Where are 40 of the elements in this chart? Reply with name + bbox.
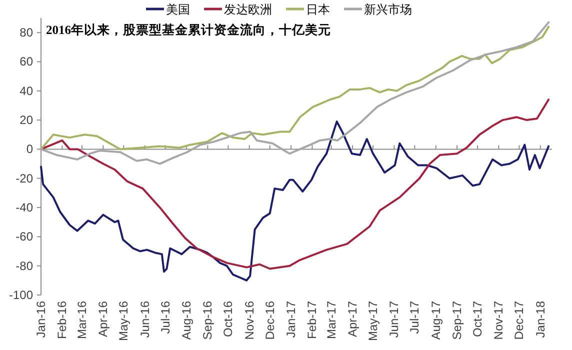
y-tick-label: 0 bbox=[26, 142, 34, 156]
x-tick-label: Mar-16 bbox=[74, 300, 89, 340]
x-tick-label: Nov-17 bbox=[492, 300, 506, 340]
x-tick-label: May-16 bbox=[116, 300, 131, 342]
y-tick-label: -40 bbox=[16, 200, 34, 215]
x-tick-label: Oct-16 bbox=[221, 300, 236, 338]
y-tick-label: -60 bbox=[16, 230, 34, 244]
legend-label: 新兴市场 bbox=[364, 2, 412, 16]
x-tick-label: Nov-16 bbox=[242, 300, 256, 340]
x-tick-label: Aug-17 bbox=[428, 300, 443, 340]
x-tick-label: Sep-16 bbox=[200, 300, 215, 340]
legend-label: 美国 bbox=[166, 2, 190, 16]
y-tick-label: -100 bbox=[8, 288, 34, 302]
chart-title: 2016年以来，股票型基金累计资金流向，十亿美元 bbox=[46, 22, 331, 37]
y-tick-label: 60 bbox=[20, 54, 34, 69]
x-tick-label: Aug-16 bbox=[180, 300, 194, 340]
x-tick-label: Jul-16 bbox=[158, 300, 172, 334]
x-tick-label: Feb-17 bbox=[305, 300, 320, 340]
x-tick-label: Oct-17 bbox=[470, 300, 485, 338]
x-tick-label: Dec-16 bbox=[262, 300, 277, 340]
y-tick-label: 20 bbox=[20, 113, 34, 128]
x-tick-label: Jul-17 bbox=[408, 300, 422, 334]
x-tick-label: Jun-17 bbox=[387, 300, 402, 338]
x-tick-label: Apr-17 bbox=[346, 300, 360, 338]
x-tick-label: May-17 bbox=[366, 300, 380, 342]
x-tick-label: Feb-16 bbox=[55, 300, 70, 340]
legend-label: 发达欧洲 bbox=[224, 2, 272, 16]
y-tick-label: 80 bbox=[20, 26, 34, 40]
x-tick-label: Jan-17 bbox=[284, 300, 298, 338]
y-tick-label: -80 bbox=[16, 258, 34, 273]
x-tick-label: Jan-16 bbox=[34, 300, 48, 338]
x-tick-label: Jun-16 bbox=[138, 300, 152, 338]
x-tick-label: Dec-17 bbox=[512, 300, 526, 340]
x-tick-label: Sep-17 bbox=[450, 300, 464, 340]
x-tick-label: Apr-16 bbox=[96, 300, 110, 338]
y-tick-label: 40 bbox=[20, 84, 34, 98]
x-tick-label: Mar-17 bbox=[324, 300, 338, 340]
x-tick-label: Jan-18 bbox=[533, 300, 548, 338]
legend-label: 日本 bbox=[306, 2, 330, 16]
y-tick-label: -20 bbox=[16, 171, 34, 186]
